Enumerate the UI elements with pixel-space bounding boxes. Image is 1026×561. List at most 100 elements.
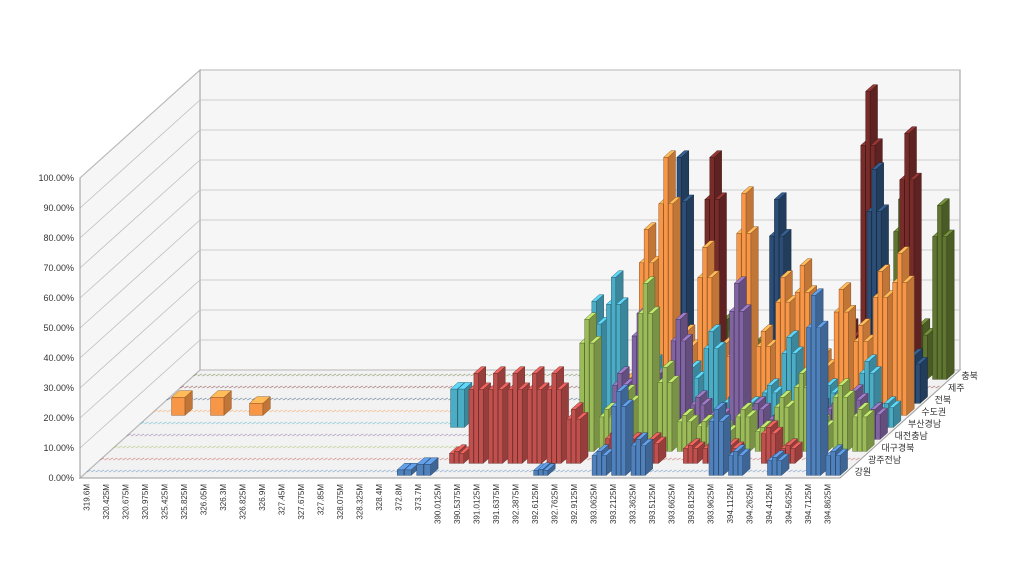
bar bbox=[417, 464, 424, 475]
x-axis-tick: 372.8M bbox=[395, 484, 404, 511]
bar bbox=[833, 397, 837, 451]
bar bbox=[897, 253, 901, 415]
x-axis-tick: 326.05M bbox=[200, 484, 209, 515]
x-axis-tick: 328.4M bbox=[375, 484, 384, 511]
bar bbox=[397, 470, 404, 475]
x-axis-tick: 394.8625M bbox=[823, 484, 832, 524]
bar bbox=[902, 282, 906, 415]
bar bbox=[566, 419, 570, 463]
x-axis-tick: 326.3M bbox=[219, 484, 228, 511]
bar bbox=[636, 439, 640, 475]
bar bbox=[638, 314, 642, 452]
bar bbox=[172, 397, 185, 415]
x-axis-tick: 390.0125M bbox=[434, 484, 443, 524]
bar bbox=[843, 397, 847, 451]
bar bbox=[709, 421, 713, 475]
x-axis-tick: 394.7125M bbox=[804, 484, 813, 524]
x-axis-tick: 320.425M bbox=[102, 484, 111, 520]
x-axis-tick: 326.825M bbox=[239, 484, 248, 520]
x-axis-tick: 392.3875M bbox=[511, 484, 520, 524]
bar bbox=[547, 390, 551, 464]
chart-svg: 0.00%10.00%20.00%30.00%40.00%50.00%60.00… bbox=[0, 0, 1026, 561]
bar bbox=[729, 456, 733, 476]
y-axis-tick: 30.00% bbox=[43, 383, 74, 393]
bar bbox=[942, 237, 946, 380]
x-axis-tick: 320.675M bbox=[122, 484, 131, 520]
y-axis-tick: 40.00% bbox=[43, 353, 74, 363]
x-axis-tick: 390.5375M bbox=[453, 484, 462, 524]
bar bbox=[474, 373, 478, 463]
bar bbox=[643, 283, 647, 451]
bar bbox=[767, 461, 771, 476]
bar bbox=[777, 461, 781, 476]
bar bbox=[534, 470, 538, 475]
x-axis-tick: 325.425M bbox=[161, 484, 170, 520]
bar bbox=[893, 282, 897, 415]
bar bbox=[683, 449, 687, 464]
z-axis-tick: 제주 bbox=[948, 383, 965, 393]
bar bbox=[703, 449, 707, 464]
bar bbox=[616, 391, 620, 475]
x-axis-tick: 394.4125M bbox=[765, 484, 774, 524]
y-axis-tick: 80.00% bbox=[43, 233, 74, 243]
bar bbox=[862, 417, 866, 451]
bar bbox=[648, 314, 652, 452]
bar bbox=[745, 417, 749, 451]
bar bbox=[498, 390, 502, 464]
bar bbox=[459, 453, 463, 463]
bar bbox=[493, 373, 497, 463]
x-axis-tick: 393.2125M bbox=[609, 484, 618, 524]
bar bbox=[454, 451, 458, 463]
x-axis-tick: 393.3625M bbox=[628, 484, 637, 524]
bar bbox=[405, 470, 412, 475]
bar bbox=[527, 390, 531, 464]
bar bbox=[853, 417, 857, 451]
bar bbox=[714, 409, 718, 475]
z-axis-tick: 강원 bbox=[855, 467, 872, 477]
x-axis-tick: 326.9M bbox=[258, 484, 267, 511]
bar bbox=[933, 237, 937, 380]
bar bbox=[590, 343, 594, 451]
x-axis-tick: 320.975M bbox=[141, 484, 150, 520]
bar bbox=[576, 419, 580, 463]
x-axis-tick: 394.1125M bbox=[726, 484, 735, 524]
z-axis-tick: 수도권 bbox=[921, 406, 946, 417]
x-axis-tick: 327.675M bbox=[297, 484, 306, 520]
bar bbox=[738, 456, 742, 476]
bar bbox=[799, 373, 803, 451]
bar bbox=[479, 390, 483, 464]
x-axis-tick: 394.2625M bbox=[745, 484, 754, 524]
bar bbox=[469, 390, 473, 464]
bar bbox=[654, 444, 658, 464]
z-axis-tick: 광주전남 bbox=[868, 454, 901, 465]
bar bbox=[602, 456, 606, 476]
bar bbox=[537, 390, 541, 464]
bar bbox=[539, 469, 543, 475]
y-axis-tick: 0.00% bbox=[48, 473, 74, 483]
bar bbox=[883, 297, 887, 415]
bar bbox=[916, 364, 920, 403]
x-axis-tick: 328.325M bbox=[356, 484, 365, 520]
bar bbox=[211, 397, 224, 415]
x-axis-tick: 319.6M bbox=[83, 484, 92, 511]
x-axis-tick: 393.8125M bbox=[687, 484, 696, 524]
x-axis-tick: 391.0125M bbox=[472, 484, 481, 524]
bar bbox=[889, 408, 893, 428]
bar bbox=[552, 373, 556, 463]
bar bbox=[806, 328, 810, 476]
bar bbox=[641, 446, 645, 476]
chart-3d-bar: 0.00%10.00%20.00%30.00%40.00%50.00%60.00… bbox=[0, 0, 1026, 561]
bar bbox=[557, 390, 561, 464]
bar bbox=[682, 415, 686, 451]
bar bbox=[518, 390, 522, 464]
bar bbox=[937, 205, 941, 379]
x-axis-tick: 392.9125M bbox=[570, 484, 579, 524]
x-axis-tick: 325.825M bbox=[180, 484, 189, 520]
x-axis-tick: 393.0625M bbox=[589, 484, 598, 524]
bar bbox=[424, 464, 431, 475]
x-axis-tick: 393.6625M bbox=[667, 484, 676, 524]
bar bbox=[458, 389, 465, 427]
y-axis-tick: 10.00% bbox=[43, 443, 74, 453]
bar bbox=[857, 409, 861, 451]
bar bbox=[876, 415, 880, 440]
